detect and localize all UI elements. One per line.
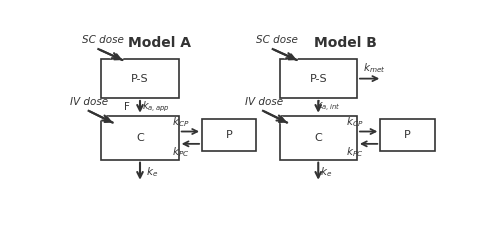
Text: $k_{a,app}$: $k_{a,app}$: [142, 100, 170, 114]
Text: $k_{met}$: $k_{met}$: [363, 61, 386, 75]
Text: IV dose: IV dose: [244, 97, 283, 107]
Text: C: C: [314, 133, 322, 143]
Text: $k_{CP}$: $k_{CP}$: [346, 115, 364, 129]
Text: P-S: P-S: [310, 74, 327, 84]
Text: IV dose: IV dose: [70, 97, 108, 107]
Text: $k_{PC}$: $k_{PC}$: [172, 145, 190, 158]
Text: Model A: Model A: [128, 36, 191, 50]
Text: $k_{CP}$: $k_{CP}$: [172, 115, 190, 129]
Bar: [380, 119, 434, 151]
Text: Model B: Model B: [314, 36, 377, 50]
Text: $k_{a,int}$: $k_{a,int}$: [316, 99, 340, 114]
Bar: [202, 119, 256, 151]
Text: $k_e$: $k_e$: [320, 165, 332, 179]
Text: P: P: [226, 130, 232, 140]
Bar: [280, 116, 357, 160]
Text: P-S: P-S: [131, 74, 149, 84]
Text: SC dose: SC dose: [82, 35, 124, 45]
Bar: [280, 59, 357, 98]
Text: F: F: [124, 102, 130, 112]
Bar: [101, 116, 179, 160]
Text: $k_e$: $k_e$: [146, 165, 158, 179]
Text: SC dose: SC dose: [256, 35, 298, 45]
Bar: [101, 59, 179, 98]
Text: $k_{PC}$: $k_{PC}$: [346, 145, 364, 158]
Text: C: C: [136, 133, 144, 143]
Text: P: P: [404, 130, 410, 140]
